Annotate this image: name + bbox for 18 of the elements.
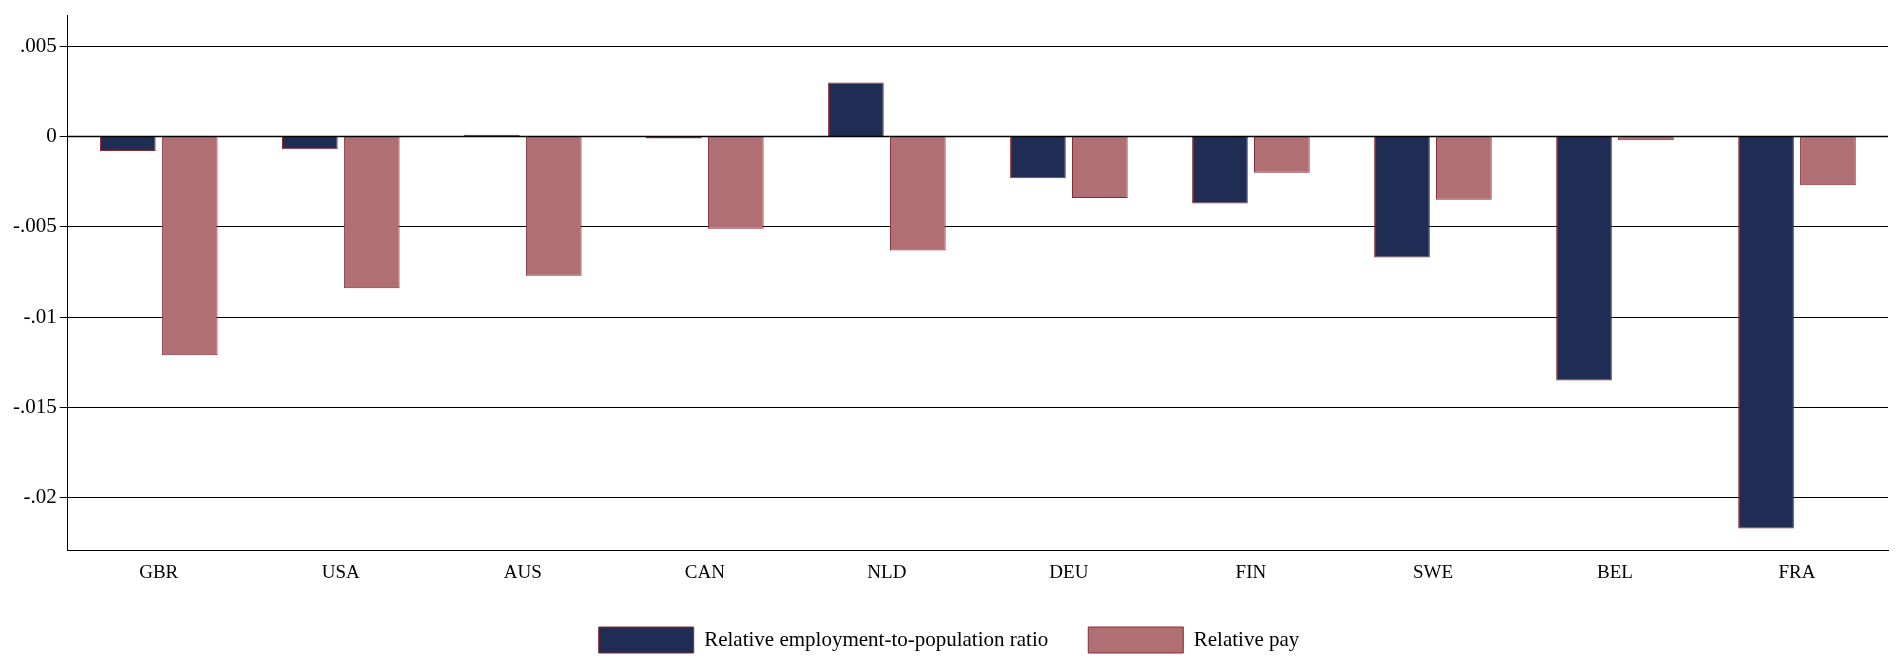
legend-label: Relative employment-to-population ratio xyxy=(704,626,1049,651)
y-tick-label: -.02 xyxy=(23,484,57,509)
x-tick-label: FIN xyxy=(1235,560,1267,582)
y-tick-label: -.005 xyxy=(12,213,57,238)
x-tick-label: BEL xyxy=(1597,560,1633,582)
y-tick-label: -.01 xyxy=(23,303,57,328)
y-tick-label: .005 xyxy=(19,32,57,57)
x-tick-label: SWE xyxy=(1412,560,1453,582)
legend-label: Relative pay xyxy=(1193,626,1300,651)
y-tick-label: 0 xyxy=(46,123,57,148)
x-tick-label: AUS xyxy=(503,560,542,582)
x-tick-label: GBR xyxy=(139,560,179,582)
y-tick-label: -.015 xyxy=(12,394,57,419)
x-tick-label: USA xyxy=(321,560,361,582)
x-tick-label: CAN xyxy=(684,560,726,582)
x-tick-label: FRA xyxy=(1778,560,1816,582)
x-tick-label: NLD xyxy=(867,560,907,582)
x-tick-label: DEU xyxy=(1049,560,1089,582)
